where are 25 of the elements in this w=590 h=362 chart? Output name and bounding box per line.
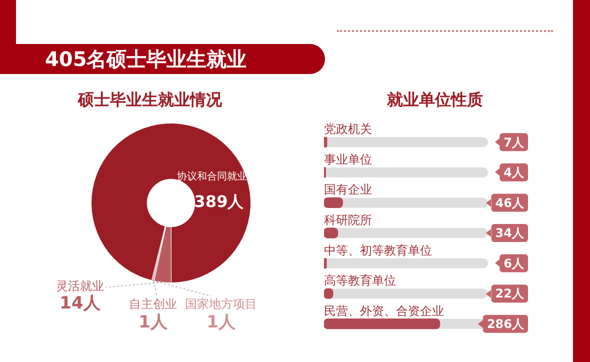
data-label: 1人 bbox=[138, 312, 168, 332]
data-label: 46人 bbox=[495, 196, 525, 210]
y-tick-label: 党政机关 bbox=[324, 122, 372, 136]
data-label: 1人 bbox=[206, 312, 236, 332]
y-tick-label: 国有企业 bbox=[324, 182, 372, 197]
y-tick-label: 科研院所 bbox=[324, 213, 372, 227]
data-label: 22人 bbox=[495, 286, 525, 301]
slice-label: 灵活就业 bbox=[56, 279, 104, 294]
chart-title: 硕士毕业生就业情况 bbox=[76, 90, 223, 111]
data-label: 4人 bbox=[504, 166, 525, 180]
slice-label: 自主创业 bbox=[129, 297, 177, 312]
data-label: 14人 bbox=[60, 293, 102, 314]
data-label: 6人 bbox=[504, 256, 525, 270]
data-label: 389人 bbox=[194, 192, 245, 212]
y-tick-label: 事业单位 bbox=[324, 152, 372, 166]
data-label: 7人 bbox=[504, 135, 525, 150]
slice-label: 国家地方项目 bbox=[185, 297, 257, 312]
data-label: 34人 bbox=[495, 226, 525, 240]
chart-title: 就业单位性质 bbox=[386, 90, 484, 111]
slice-label: 协议和合同就业 bbox=[177, 170, 247, 183]
y-tick-label: 高等教育单位 bbox=[324, 274, 396, 288]
data-label: 286人 bbox=[486, 316, 525, 331]
text: 405名硕士毕业生就业 bbox=[45, 46, 247, 73]
y-tick-label: 中等、初等教育单位 bbox=[324, 243, 432, 258]
y-tick-label: 民营、外资、合资企业 bbox=[324, 304, 444, 318]
